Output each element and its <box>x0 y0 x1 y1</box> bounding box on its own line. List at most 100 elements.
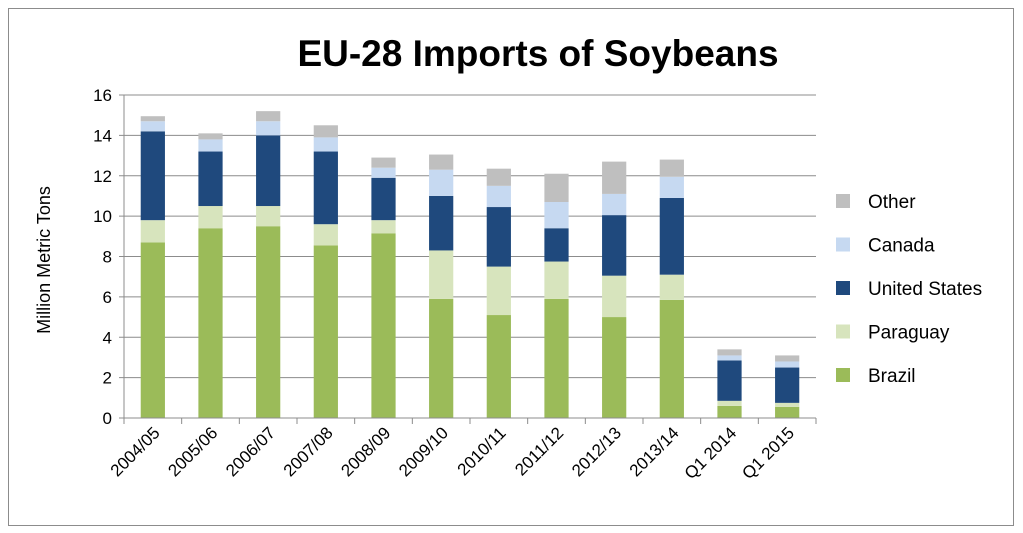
bar-segment-united-states <box>486 207 511 267</box>
bar-segment-brazil <box>775 406 800 418</box>
bar-segment-brazil <box>659 299 684 418</box>
bar-segment-other <box>717 349 742 356</box>
bar-segment-canada <box>717 355 742 361</box>
bar-segment-canada <box>140 121 165 132</box>
x-tick-label: 2007/08 <box>280 423 337 480</box>
bar-segment-paraguay <box>775 402 800 407</box>
bar-segment-united-states <box>775 367 800 403</box>
bar-segment-brazil <box>717 405 742 418</box>
x-tick-label: 2010/11 <box>454 423 510 479</box>
legend-swatch-united-states <box>836 281 850 295</box>
chart-frame <box>8 8 1014 526</box>
bar-segment-united-states <box>371 177 396 221</box>
bar-segment-united-states <box>140 131 165 221</box>
bar-segment-brazil <box>544 298 569 418</box>
bar-segment-united-states <box>198 151 223 207</box>
bar-segment-paraguay <box>140 220 165 243</box>
legend-swatch-paraguay <box>836 324 850 339</box>
y-tick-label: 6 <box>103 288 112 307</box>
bar-segment-canada <box>486 185 511 208</box>
bar-segment-brazil <box>140 242 165 418</box>
bar-segment-other <box>602 161 627 194</box>
bar-segment-brazil <box>371 233 396 418</box>
bar-segment-paraguay <box>256 206 281 227</box>
bar-segment-brazil <box>313 245 338 418</box>
bar-segment-paraguay <box>659 274 684 300</box>
x-tick-labels: 2004/05 2005/06 2006/07 2007/08 2008/09 2009/… <box>107 423 798 483</box>
bar-segment-other <box>486 168 511 186</box>
x-tick-label: 2013/14 <box>626 423 683 480</box>
x-tick-label: 2011/12 <box>511 423 567 479</box>
bar-segment-paraguay <box>544 261 569 299</box>
bar-segment-canada <box>429 169 454 196</box>
bar-segment-canada <box>775 361 800 368</box>
bar-segment-other <box>198 133 223 140</box>
bar-segment-canada <box>313 137 338 152</box>
y-tick-label: 4 <box>103 328 112 347</box>
x-tick-label: 2012/13 <box>568 423 625 480</box>
x-tick-label: Q1 2014 <box>681 423 741 483</box>
y-tick-label: 2 <box>103 369 112 388</box>
gridlines <box>124 94 816 379</box>
legend-swatch-other <box>836 194 850 208</box>
bar-segment-other <box>371 157 396 168</box>
bar-segment-paraguay <box>429 250 454 299</box>
x-tick-label: 2005/06 <box>164 423 221 480</box>
y-axis-label: Million Metric Tons <box>34 186 54 334</box>
legend-label-paraguay: Paraguay <box>868 323 950 344</box>
bar-segment-united-states <box>313 151 338 225</box>
y-tick-label: 14 <box>93 126 112 145</box>
x-tick-label: 2009/10 <box>395 423 452 480</box>
y-tick-label: 10 <box>93 207 112 226</box>
bar-segment-paraguay <box>371 220 396 234</box>
bar-segment-other <box>256 111 281 122</box>
bar-segment-brazil <box>602 317 627 418</box>
legend-swatch-brazil <box>836 368 850 382</box>
y-tick-label: 8 <box>103 248 112 267</box>
bar-segment-brazil <box>256 226 281 418</box>
bar-segment-united-states <box>659 197 684 275</box>
y-tick-label: 0 <box>103 409 112 428</box>
bar-segment-other <box>429 154 454 170</box>
bar-segment-united-states <box>429 195 454 251</box>
x-tick-label: 2008/09 <box>337 423 394 480</box>
bar-segment-other <box>544 173 569 202</box>
bar-segment-paraguay <box>198 206 223 229</box>
bar-segment-paraguay <box>313 224 338 246</box>
bar-segment-brazil <box>429 298 454 418</box>
legend-swatch-canada <box>836 237 850 252</box>
bar-segment-united-states <box>544 228 569 262</box>
bar-segment-other <box>313 125 338 138</box>
legend-label-united-states: United States <box>868 279 982 300</box>
bar-segment-canada <box>198 139 223 152</box>
bar-segment-brazil <box>198 228 223 418</box>
x-tick-label: 2006/07 <box>222 423 279 480</box>
legend-label-brazil: Brazil <box>868 366 916 387</box>
bar-segment-canada <box>659 176 684 198</box>
y-tick-labels: 0 2 4 6 8 10 12 14 16 <box>93 86 112 428</box>
bar-segment-canada <box>371 167 396 178</box>
bar-segment-other <box>140 116 165 122</box>
bar-segment-other <box>775 355 800 362</box>
legend-label-canada: Canada <box>868 236 935 257</box>
bars <box>140 111 800 418</box>
axes <box>119 94 817 424</box>
bar-segment-paraguay <box>717 400 742 406</box>
bar-segment-canada <box>544 201 569 229</box>
x-tick-label: 2004/05 <box>107 423 164 480</box>
x-tick-label: Q1 2015 <box>738 423 798 483</box>
bar-segment-canada <box>602 193 627 216</box>
bar-segment-united-states <box>602 215 627 276</box>
bar-segment-united-states <box>717 360 742 401</box>
bar-segment-paraguay <box>602 275 627 318</box>
y-tick-label: 12 <box>93 167 112 186</box>
bar-segment-canada <box>256 121 281 136</box>
bar-segment-united-states <box>256 135 281 207</box>
y-tick-label: 16 <box>93 86 112 105</box>
bar-segment-paraguay <box>486 266 511 316</box>
legend: Other Canada United States Paraguay Brazil <box>836 192 982 387</box>
bar-segment-brazil <box>486 315 511 418</box>
legend-label-other: Other <box>868 192 916 213</box>
chart-title: EU-28 Imports of Soybeans <box>297 33 778 74</box>
